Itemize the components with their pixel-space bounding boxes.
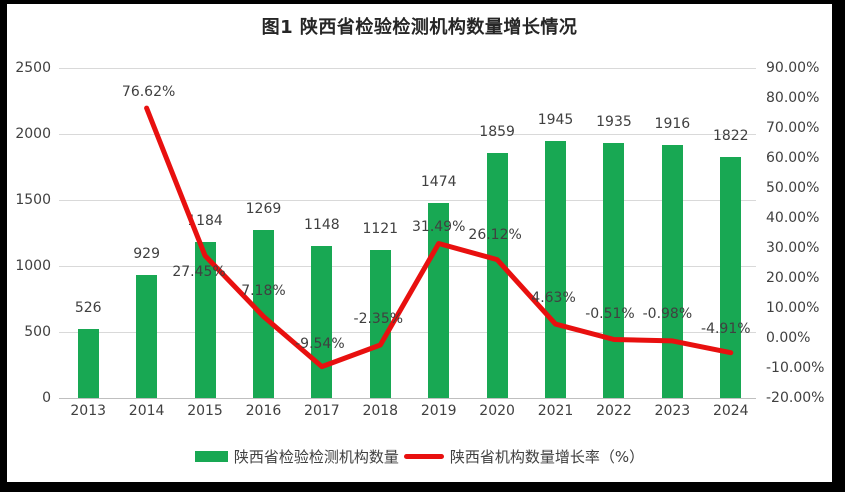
x-axis-tick: 2019: [420, 403, 457, 419]
x-axis-tick: 2015: [187, 403, 223, 419]
line-series-swatch-icon: [403, 454, 444, 459]
left-axis-tick: 1000: [15, 258, 51, 274]
x-axis-tick: 2020: [479, 403, 515, 419]
left-axis-tick: 0: [42, 390, 51, 406]
chart-panel: 图1 陕西省检验检测机构数量增长情况 0 500 1000 1500 2000 2500 9…: [7, 4, 832, 482]
bar: [311, 246, 333, 398]
bar: [136, 275, 158, 398]
line-point-label: -4.91%: [701, 320, 751, 337]
line-point-label: -0.98%: [642, 305, 693, 322]
x-axis-tick: 2018: [362, 403, 399, 419]
x-axis-tick: 2013: [70, 403, 107, 419]
line-point-label: -2.35%: [353, 311, 404, 328]
right-axis-tick: 50.00%: [766, 180, 820, 196]
x-axis-tick: 2017: [304, 403, 340, 419]
line-point-label: -9.54%: [295, 335, 345, 352]
bar-value-label: 526: [74, 299, 102, 316]
gridline: [59, 199, 756, 201]
left-axis-tick: 1500: [15, 192, 51, 208]
gridline: [59, 331, 756, 333]
right-axis-tick: 0.00%: [766, 330, 811, 346]
x-axis-tick: 2014: [128, 403, 165, 419]
chart-title: 图1 陕西省检验检测机构数量增长情况: [261, 17, 578, 38]
line-point-label: 76.62%: [121, 84, 176, 101]
left-axis-tick: 2500: [15, 60, 51, 76]
bar: [603, 142, 625, 398]
x-axis-tick: 2023: [654, 403, 691, 419]
bar-value-label: 1822: [712, 128, 749, 145]
bar: [486, 152, 508, 398]
right-axis-tick: -20.00%: [766, 390, 825, 406]
right-axis-tick: 90.00%: [766, 60, 820, 76]
line-point-label: -0.51%: [585, 305, 635, 322]
x-axis-tick: 2024: [712, 403, 749, 419]
bar: [77, 328, 99, 398]
line-point-label: 26.12%: [468, 226, 522, 243]
x-axis-tick: 2021: [537, 403, 574, 419]
right-axis-tick: 40.00%: [766, 210, 820, 226]
legend-label-line-series: 陕西省机构数量增长率（%）: [449, 448, 645, 466]
legend-item-bar-series: 陕西省检验检测机构数量: [194, 446, 399, 467]
right-axis-tick: 20.00%: [766, 270, 820, 286]
x-axis-tick: 2022: [596, 403, 632, 419]
line-point-label: 31.49%: [412, 218, 466, 235]
right-axis-tick: 80.00%: [766, 90, 820, 106]
x-axis-line: [59, 397, 756, 399]
right-axis-tick: -10.00%: [766, 360, 825, 376]
gridline: [59, 67, 756, 69]
right-axis-tick: 30.00%: [766, 240, 820, 256]
left-axis-tick: 500: [24, 324, 51, 340]
line-point-label: 7.18%: [241, 283, 286, 300]
right-axis-tick: 60.00%: [766, 150, 820, 166]
legend: 陕西省检验检测机构数量 陕西省机构数量增长率（%）: [7, 446, 832, 467]
bar: [545, 141, 567, 398]
x-axis-tick: 2016: [245, 403, 282, 419]
legend-label-bar-series: 陕西省检验检测机构数量: [233, 448, 399, 466]
bar-value-label: 1474: [420, 174, 457, 191]
left-axis-tick: 2000: [15, 126, 51, 142]
legend-item-line-series: 陕西省机构数量增长率（%）: [403, 446, 645, 467]
bar-value-label: 929: [133, 246, 160, 263]
bar-series-swatch-icon: [194, 451, 228, 462]
bar: [661, 145, 683, 398]
line-point-label: 27.45%: [172, 263, 226, 280]
bar: [720, 157, 742, 398]
right-axis-tick: 10.00%: [766, 300, 820, 316]
line-point-label: 4.63%: [531, 290, 576, 307]
bar: [252, 230, 274, 398]
gridline: [59, 133, 756, 135]
right-axis-tick: 70.00%: [766, 120, 820, 136]
